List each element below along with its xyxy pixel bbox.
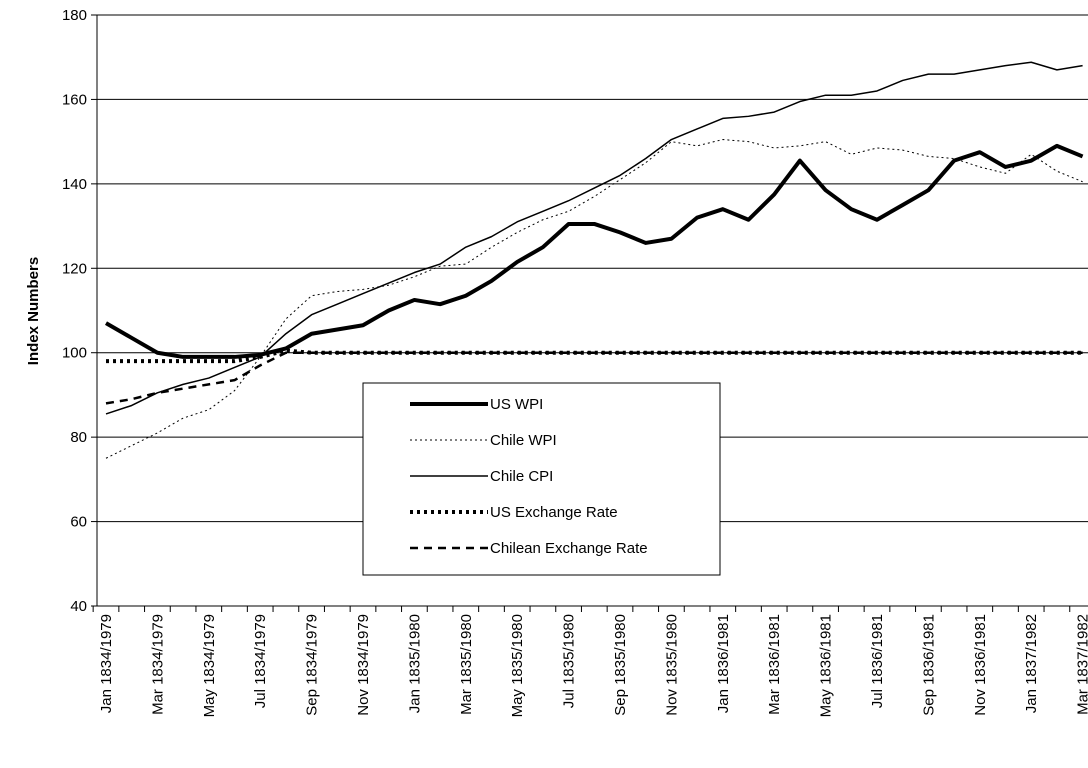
series-line [105,351,1083,405]
x-tick-label: Nov 1834/1979 [355,614,372,716]
y-tick-label: 160 [62,91,87,108]
legend-label: Chile WPI [490,432,557,449]
x-tick-label: Sep 1835/1980 [612,614,629,716]
series-line [105,61,1083,415]
x-tick-label: Jul 1836/1981 [869,614,886,708]
x-tick-label: Jan 1837/1982 [1023,614,1040,713]
y-tick-label: 60 [70,514,87,531]
legend-label: US Exchange Rate [490,504,618,521]
x-tick-label: Mar 1834/1979 [149,614,166,715]
y-tick-label: 180 [62,7,87,24]
x-tick-label: Sep 1834/1979 [304,614,321,716]
x-tick-label: Jan 1836/1981 [715,614,732,713]
y-axis-label: Index Numbers [25,257,42,365]
x-tick-label: Jul 1834/1979 [252,614,269,708]
y-tick-label: 140 [62,176,87,193]
y-tick-label: 80 [70,429,87,446]
x-tick-label: May 1834/1979 [201,614,218,717]
x-tick-label: Mar 1835/1980 [458,614,475,715]
legend-box [362,382,721,576]
legend-label: Chilean Exchange Rate [490,540,648,557]
x-tick-label: Jul 1835/1980 [561,614,578,708]
x-tick-label: Jan 1834/1979 [98,614,115,713]
x-tick-label: Nov 1836/1981 [972,614,989,716]
y-tick-label: 100 [62,345,87,362]
x-tick-label: Nov 1835/1980 [663,614,680,716]
y-tick-label: 120 [62,260,87,277]
y-tick-label: 40 [70,598,87,615]
legend-label: Chile CPI [490,468,553,485]
x-tick-label: May 1835/1980 [509,614,526,717]
x-tick-label: Mar 1837/1982 [1075,614,1088,715]
legend: US WPI Chile WPI Chile CPI US Exchange Rate… [362,382,721,576]
x-tick-label: Sep 1836/1981 [920,614,937,716]
x-tick-label: Jan 1835/1980 [406,614,423,713]
series-line [105,143,1084,359]
x-tick-label: May 1836/1981 [818,614,835,717]
legend-label: US WPI [490,396,543,413]
series-line [106,348,1083,364]
x-tick-label: Mar 1836/1981 [766,614,783,715]
